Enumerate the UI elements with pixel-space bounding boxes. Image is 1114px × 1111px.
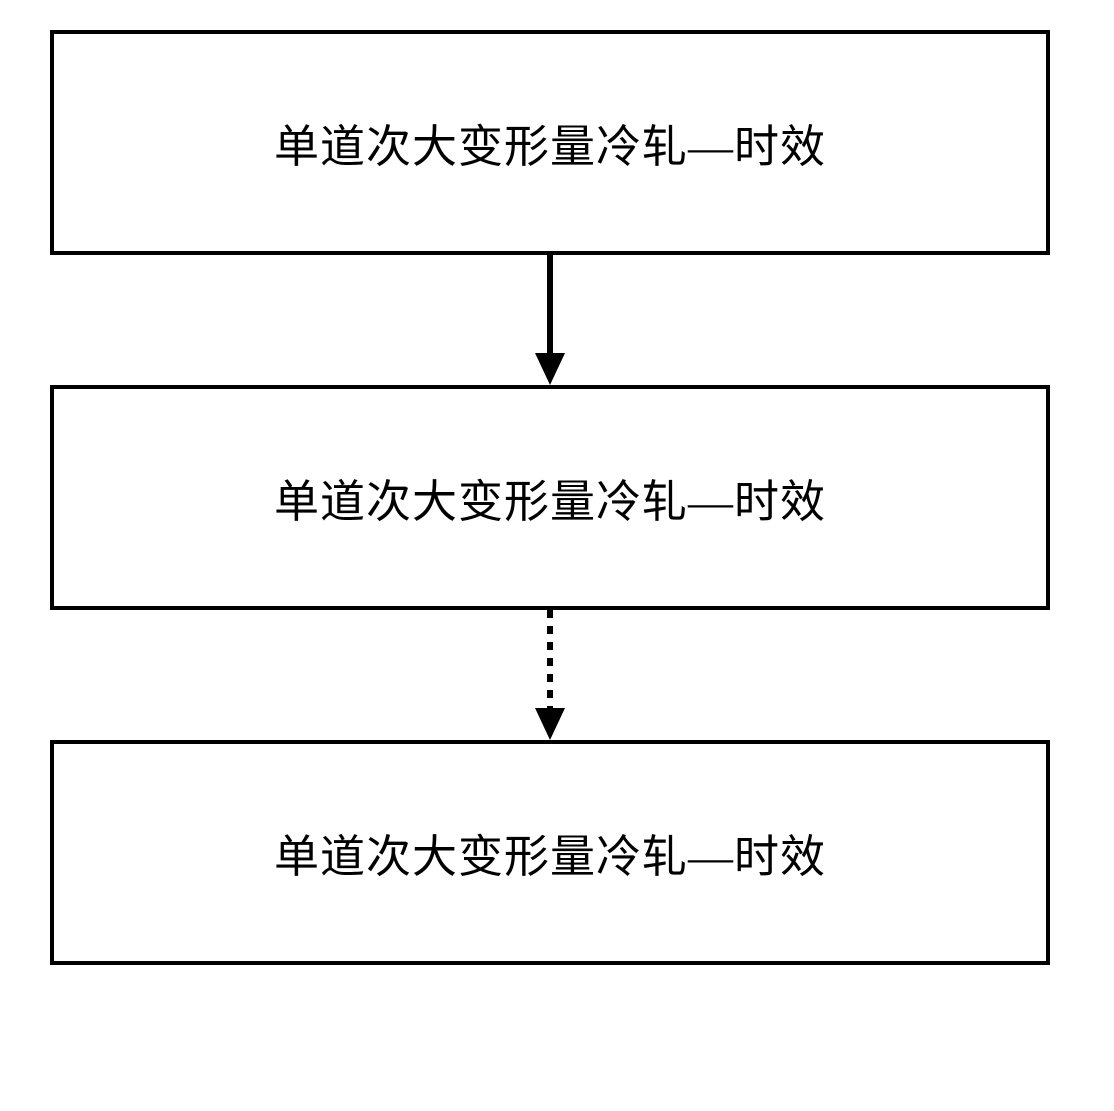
arrow-1-container [50, 255, 1050, 385]
process-box-2: 单道次大变形量冷轧—时效 [50, 385, 1050, 610]
process-box-3: 单道次大变形量冷轧—时效 [50, 740, 1050, 965]
arrow-2-container [50, 610, 1050, 740]
arrow-dashed-icon [525, 610, 575, 740]
flowchart-container: 单道次大变形量冷轧—时效 单道次大变形量冷轧—时效 单道次大变形量冷轧—时效 [50, 30, 1064, 965]
process-box-2-label: 单道次大变形量冷轧—时效 [274, 465, 826, 530]
arrow-solid-icon [525, 255, 575, 385]
process-box-1: 单道次大变形量冷轧—时效 [50, 30, 1050, 255]
process-box-3-label: 单道次大变形量冷轧—时效 [274, 820, 826, 885]
process-box-1-label: 单道次大变形量冷轧—时效 [274, 110, 826, 175]
